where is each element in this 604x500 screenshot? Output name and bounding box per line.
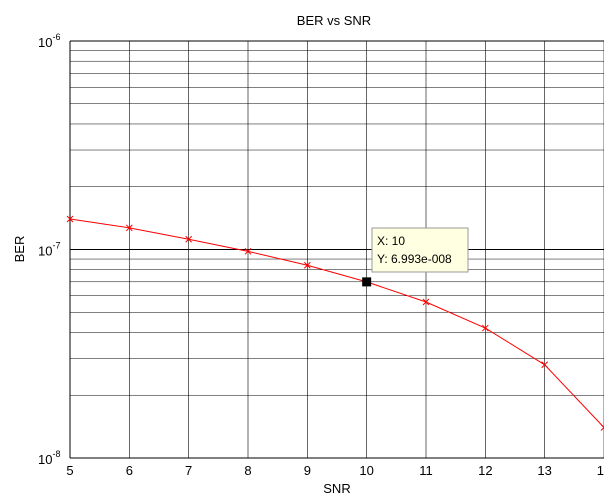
- data-point-marker: [541, 361, 549, 369]
- data-point-marker: [481, 324, 489, 332]
- data-point-marker: [244, 247, 252, 255]
- grid-lines: [70, 41, 604, 458]
- x-tick-label: 5: [66, 463, 73, 478]
- chart-title: BER vs SNR: [297, 13, 371, 28]
- x-tick-label: 12: [478, 463, 492, 478]
- x-tick-labels: 5 6 7 8 9 10 11 12 13 14: [66, 463, 604, 478]
- y-tick-labels: 10-8 10-7 10-6: [38, 32, 60, 467]
- datatip-box[interactable]: [371, 227, 469, 273]
- x-tick-label: 9: [304, 463, 311, 478]
- x-tick-label: 8: [244, 463, 251, 478]
- y-tick-label: 10-8: [38, 449, 60, 467]
- y-tick-label: 10-7: [38, 241, 60, 259]
- data-point-marker: [185, 235, 193, 243]
- x-tick-label: 10: [359, 463, 373, 478]
- x-tick-label: 6: [126, 463, 133, 478]
- y-tick-label: 10-6: [38, 32, 60, 50]
- data-point-marker: [66, 215, 74, 223]
- y-axis-label: BER: [12, 236, 27, 263]
- datatip[interactable]: X: 10 Y: 6.993e-008: [362, 227, 469, 287]
- x-tick-label: 7: [185, 463, 192, 478]
- x-tick-label: 13: [537, 463, 551, 478]
- x-axis-label: SNR: [323, 481, 350, 496]
- datatip-marker[interactable]: [362, 277, 372, 287]
- data-point-marker: [303, 261, 311, 269]
- data-point-marker: [600, 424, 604, 431]
- series-layer: [66, 215, 604, 431]
- datatip-y-text: Y: 6.993e-008: [377, 252, 452, 266]
- series-line: [69, 218, 604, 428]
- datatip-x-text: X: 10: [377, 234, 405, 248]
- data-point-marker: [422, 298, 430, 306]
- x-tick-label: 14: [597, 463, 604, 478]
- data-point-marker: [125, 224, 133, 232]
- x-tick-label: 11: [419, 463, 433, 478]
- axes-frame: [69, 40, 604, 459]
